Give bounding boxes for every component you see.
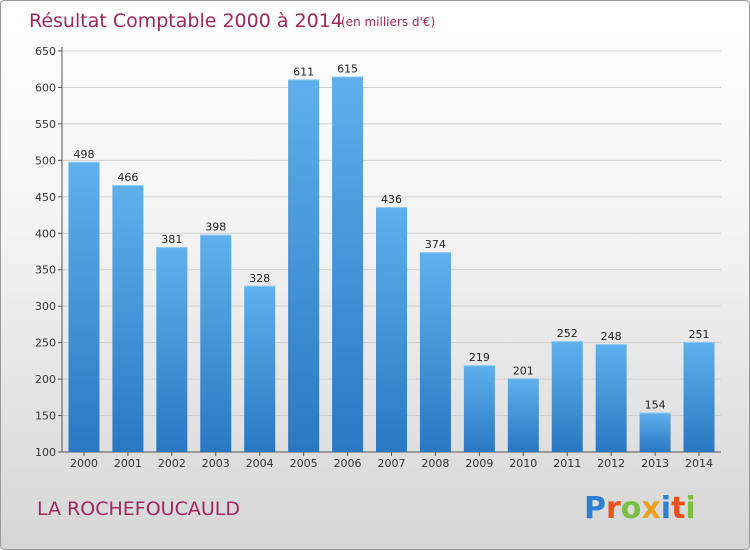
data-label-2010: 201 — [513, 364, 534, 377]
data-label-2013: 154 — [645, 399, 666, 412]
brand-letter: r — [606, 491, 621, 526]
y-tick-label: 500 — [35, 154, 56, 167]
bar-2005 — [288, 79, 320, 453]
data-label-2014: 251 — [689, 328, 710, 341]
data-label-2009: 219 — [469, 351, 490, 364]
x-tick-label-2003: 2003 — [202, 457, 230, 470]
bar-2006 — [332, 76, 364, 452]
x-tick-label-2012: 2012 — [597, 457, 625, 470]
bar-2012 — [595, 344, 627, 452]
data-label-2003: 398 — [205, 221, 226, 234]
y-tick-label: 250 — [35, 337, 56, 350]
data-label-2001: 466 — [117, 171, 138, 184]
chart-subtitle: (en milliers d'€) — [341, 15, 435, 29]
y-tick-label: 300 — [35, 300, 56, 313]
data-label-2002: 381 — [161, 233, 182, 246]
bar-2010 — [507, 378, 539, 452]
y-tick-label: 150 — [35, 410, 56, 423]
y-tick-label: 350 — [35, 264, 56, 277]
bar-2013 — [639, 412, 671, 452]
x-tick-label-2014: 2014 — [685, 457, 713, 470]
y-tick-label: 550 — [35, 118, 56, 131]
bar-2003 — [200, 234, 232, 452]
bar-2000 — [68, 161, 100, 452]
bar-2002 — [156, 247, 188, 452]
brand-letter: i — [661, 491, 671, 526]
data-label-2012: 248 — [601, 330, 622, 343]
brand-letter: x — [641, 491, 660, 526]
x-tick-label-2000: 2000 — [70, 457, 98, 470]
x-tick-label-2009: 2009 — [465, 457, 493, 470]
x-tick-label-2007: 2007 — [378, 457, 406, 470]
x-tick-label-2011: 2011 — [553, 457, 581, 470]
brand-letter: i — [685, 491, 695, 526]
x-tick-label-2006: 2006 — [334, 457, 362, 470]
x-tick-label-2013: 2013 — [641, 457, 669, 470]
x-tick-label-2010: 2010 — [509, 457, 537, 470]
y-tick-label: 100 — [35, 446, 56, 459]
data-label-2011: 252 — [557, 327, 578, 340]
bar-2009 — [463, 365, 495, 452]
bar-2008 — [419, 252, 451, 452]
data-label-2006: 615 — [337, 63, 358, 76]
y-tick-label: 450 — [35, 191, 56, 204]
y-tick-label: 650 — [35, 45, 56, 58]
y-tick-label: 400 — [35, 227, 56, 240]
x-tick-label-2008: 2008 — [421, 457, 449, 470]
brand-letter: t — [671, 491, 685, 526]
brand-letter: P — [584, 491, 606, 526]
y-tick-labels: 100 150 200 250 300 350 400 450 500 550 600 650 — [35, 45, 56, 459]
x-tick-labels: 2000 2001 2002 2003 2004 2005 2006 2007 2008 2009… — [70, 452, 713, 470]
location-name: LA ROCHEFOUCAULD — [37, 498, 240, 520]
x-tick-label-2002: 2002 — [158, 457, 186, 470]
x-tick-label-2004: 2004 — [246, 457, 274, 470]
data-label-2007: 436 — [381, 193, 402, 206]
data-label-2008: 374 — [425, 238, 446, 251]
proxiti-logo: Proxiti — [584, 491, 696, 526]
data-label-2004: 328 — [249, 272, 270, 285]
x-tick-label-2005: 2005 — [290, 457, 318, 470]
bars — [68, 76, 715, 453]
y-tick-label: 600 — [35, 81, 56, 94]
data-labels: 498 466 381 398 328 611 615 436 374 219 201 252 248 1… — [73, 63, 709, 412]
brand-letter: o — [621, 491, 642, 526]
bar-2001 — [112, 185, 144, 453]
bar-2007 — [376, 207, 407, 452]
y-tick-label: 200 — [35, 373, 56, 386]
x-tick-label-2001: 2001 — [114, 457, 142, 470]
bar-2011 — [551, 341, 583, 452]
data-label-2000: 498 — [73, 148, 94, 161]
chart-title: Résultat Comptable 2000 à 2014 — [29, 10, 343, 32]
bar-2014 — [683, 341, 715, 452]
bar-2004 — [244, 285, 276, 452]
data-label-2005: 611 — [293, 65, 314, 78]
